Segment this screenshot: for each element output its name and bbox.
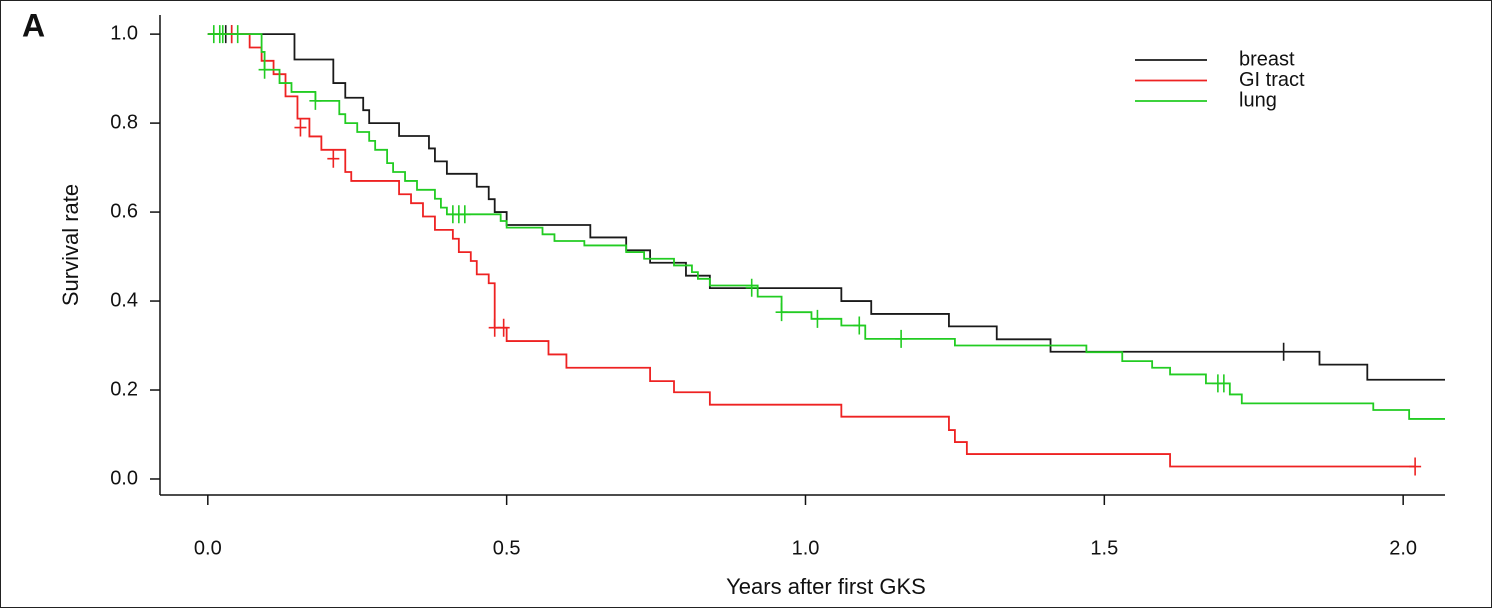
censor-mark: [853, 316, 866, 335]
x-tick-label: 1.0: [792, 537, 820, 559]
censor-mark: [1409, 457, 1422, 476]
y-axis-title: Survival rate: [58, 184, 83, 306]
censor-mark: [1277, 342, 1290, 361]
censor-mark: [745, 278, 758, 297]
censor-mark: [775, 303, 788, 322]
censor-mark: [327, 149, 340, 168]
censor-mark: [895, 329, 908, 348]
y-tick-label: 0.2: [110, 378, 138, 400]
survival-curve: [207, 33, 1416, 468]
censor-mark: [497, 318, 510, 337]
censor-mark: [309, 91, 322, 110]
y-tick-label: 0.6: [110, 200, 138, 222]
censor-mark: [1217, 374, 1230, 393]
censor-mark: [231, 25, 244, 44]
panel-label: A: [22, 7, 45, 43]
x-tick-label: 0.5: [493, 537, 521, 559]
x-axis-title: Years after first GKS: [726, 574, 926, 599]
y-tick-label: 0.8: [110, 111, 138, 133]
survival-curve: [207, 33, 1445, 381]
y-tick-label: 0.0: [110, 467, 138, 489]
censor-mark: [294, 118, 307, 137]
x-tick-label: 2.0: [1389, 537, 1417, 559]
x-tick-label: 0.0: [194, 537, 222, 559]
legend-label: breast: [1239, 48, 1295, 70]
survival-curve: [207, 33, 1445, 420]
legend-label: lung: [1239, 89, 1277, 111]
x-tick-label: 1.5: [1090, 537, 1118, 559]
legend-label: GI tract: [1239, 69, 1305, 91]
censor-mark: [216, 25, 229, 44]
censor-mark: [258, 60, 271, 79]
y-tick-label: 0.4: [110, 289, 138, 311]
censor-mark: [811, 309, 824, 328]
censor-mark: [458, 205, 471, 224]
y-tick-label: 1.0: [110, 22, 138, 44]
